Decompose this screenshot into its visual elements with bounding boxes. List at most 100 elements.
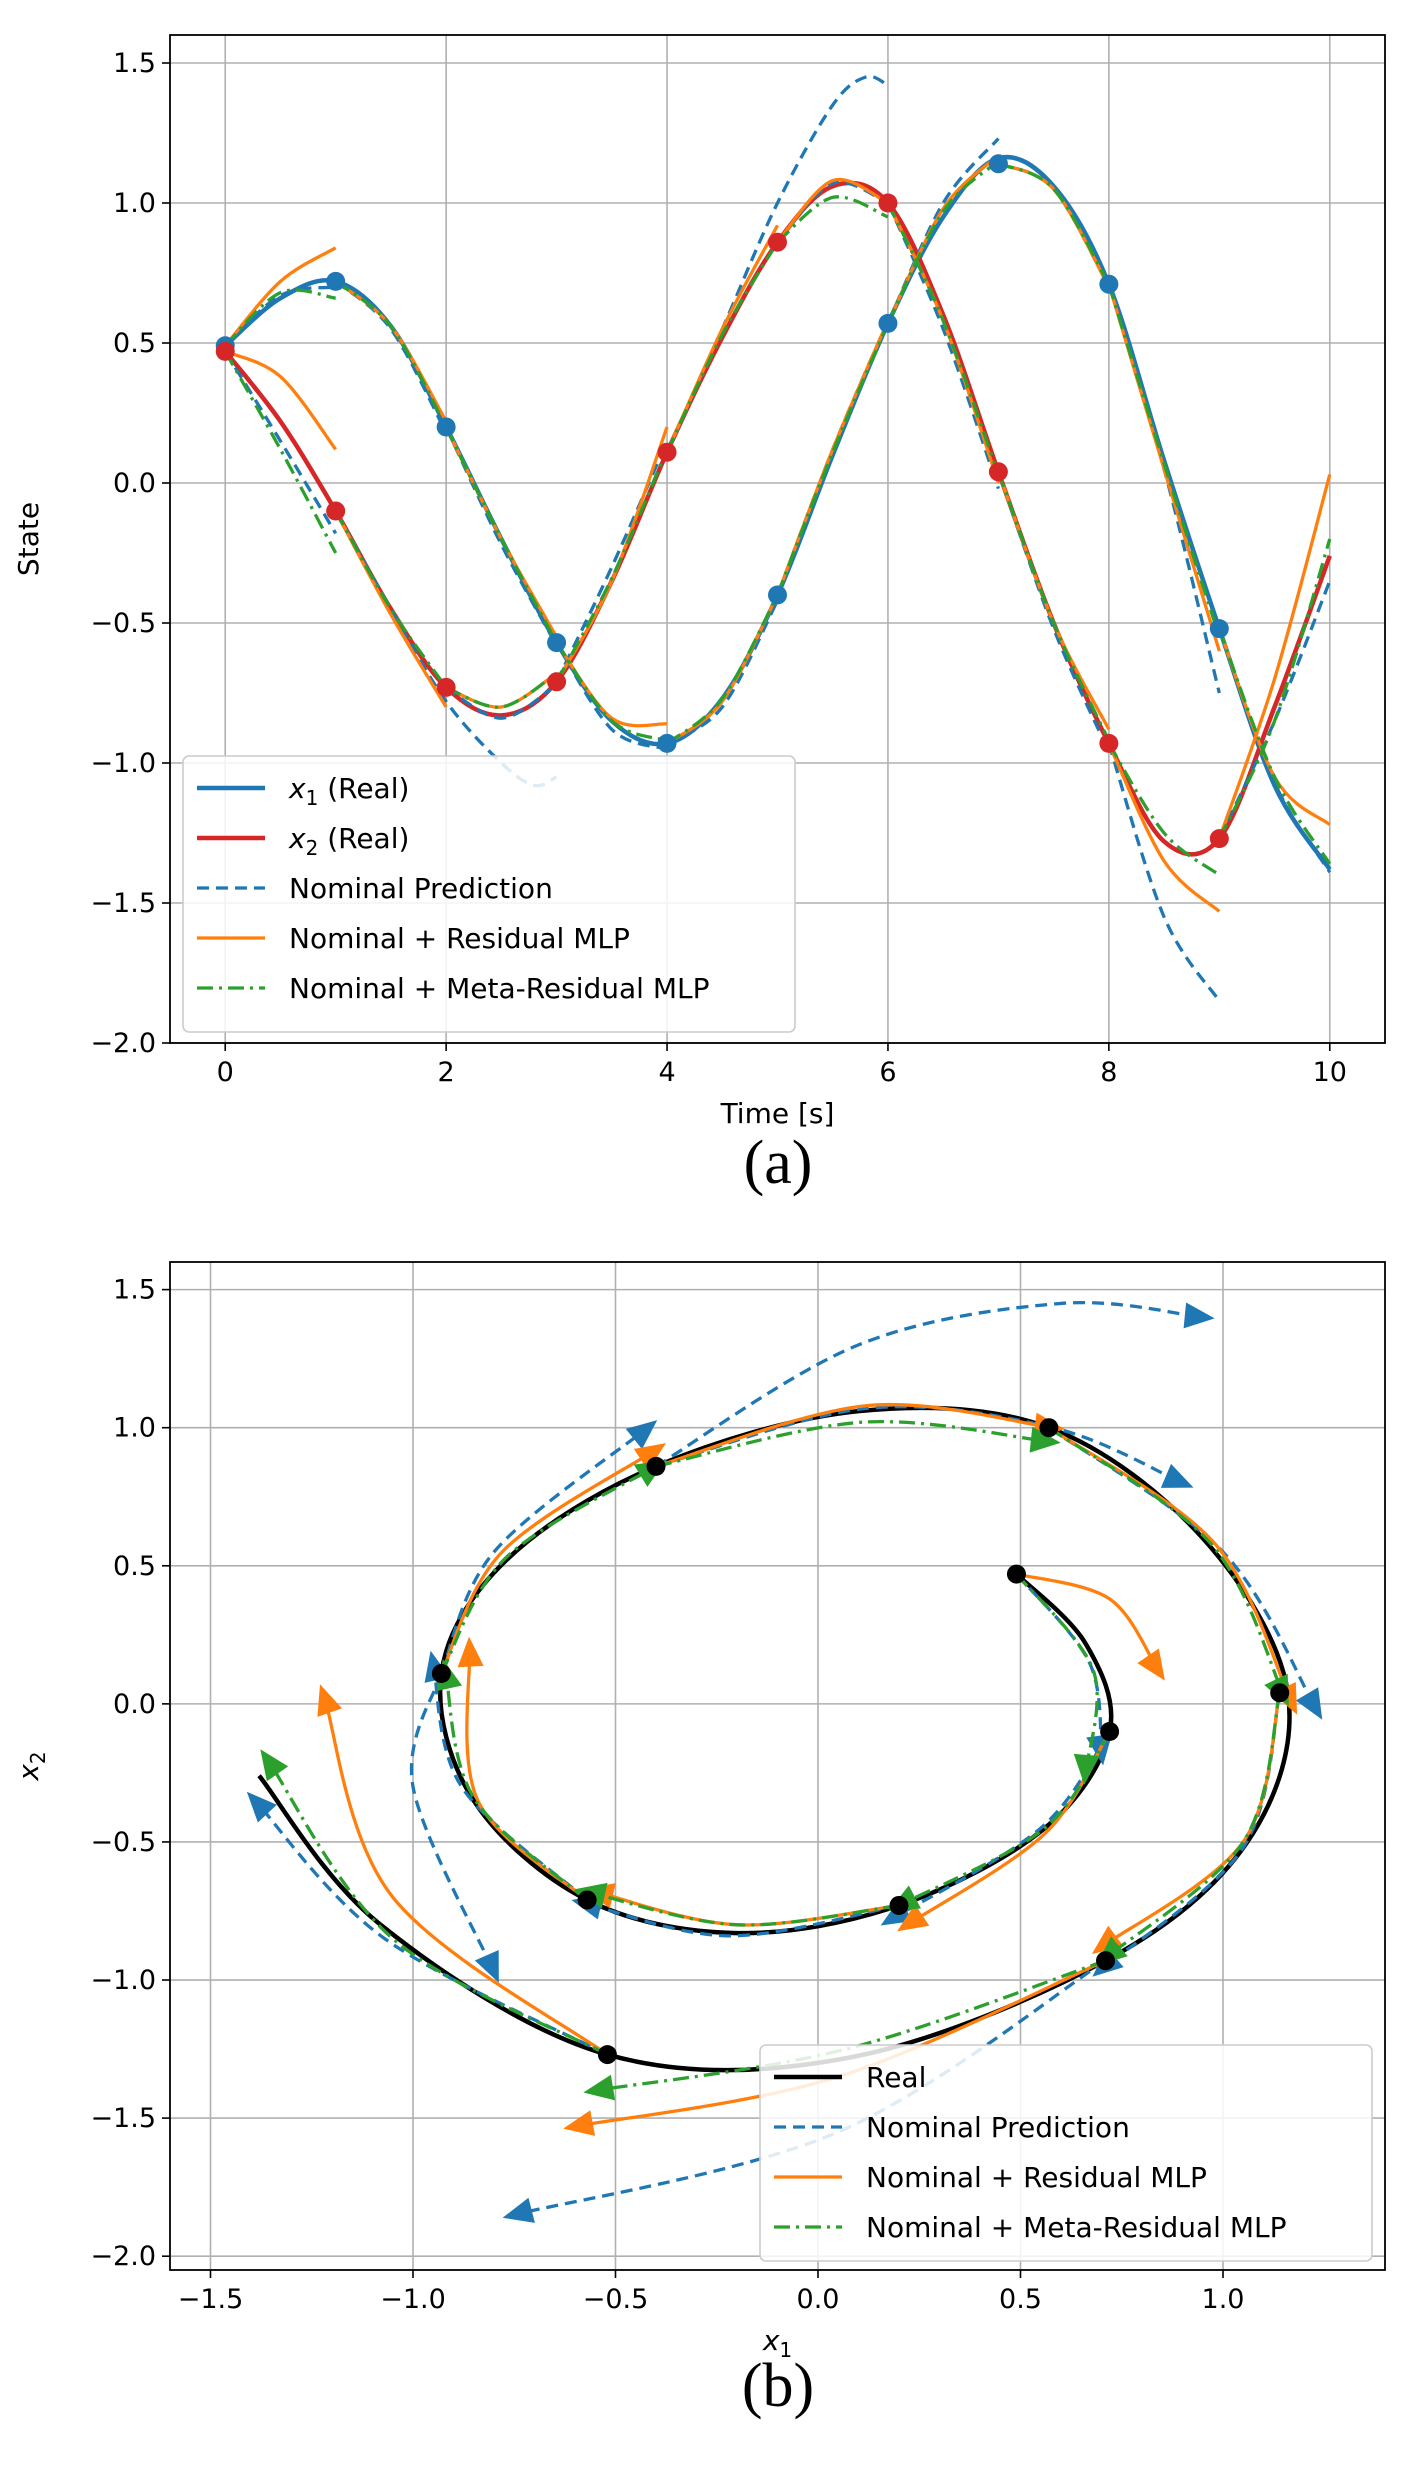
nominal-segment-13 [886,202,1000,490]
meta-segment-59 [1217,538,1332,840]
y-tick-label: 0.5 [113,1551,156,1582]
nominal-segment-17 [1107,742,1221,1002]
meta-segment-44 [444,426,559,644]
residual-segment-39 [1217,474,1332,840]
legend-label: Nominal + Meta-Residual MLP [866,2211,1287,2244]
residual-segment-20 [223,246,337,347]
y-tick-label: 1.5 [113,48,156,79]
meta-segment-26 [439,1464,657,1675]
data-point [878,193,898,213]
residual-segment-28 [666,594,779,745]
legend-label: x1 (Real) [288,772,409,810]
meta-segment-40 [224,288,336,347]
y-tick-label: −1.0 [90,1965,156,1996]
residual-arrow-16 [633,1443,666,1471]
nominal-segment-7 [1100,1692,1282,1971]
residual-segment-35 [996,471,1111,731]
meta-segment-41 [223,350,338,554]
meta-segment-45 [445,671,558,709]
meta-segment-42 [334,280,448,428]
data-point [597,2045,617,2065]
residual-arrow-21 [317,1684,343,1717]
residual-arrow-12 [1137,1648,1165,1681]
meta-segment-51 [776,195,889,244]
x-tick-label: 0 [217,1057,234,1088]
residual-segment-12 [1016,1572,1160,1672]
y-tick-label: −1.0 [90,748,156,779]
y-tick-label: −2.0 [90,1028,156,1059]
nominal-segment-8 [513,1959,1107,2217]
y-tick-label: 0.0 [113,468,156,499]
data-point [436,677,456,697]
legend: x1 (Real) x2 (Real) Nominal Prediction Nomi… [182,755,796,1033]
residual-arrow-20 [563,2110,596,2136]
series-line-1 [223,180,1332,857]
panel-b: −1.5 −1.0 −0.5 0.0 0.5 1.0 1.5 1.0 0.5 0.0 −0.5 −1.… [12,1261,1386,2420]
meta-segment-25 [443,1670,589,1902]
data-point [646,1456,666,1476]
meta-arrow-30 [583,2074,616,2101]
meta-segment-30 [594,1959,1107,2093]
nominal-segment-16 [1107,283,1221,694]
data-point [326,501,346,521]
nominal-arrow-6 [1295,1687,1323,1720]
meta-segment-24 [586,1890,900,1927]
x-tick-label: −0.5 [583,2284,649,2315]
meta-segment-48 [666,594,779,745]
meta-segment-57 [1107,742,1221,877]
residual-segment-31 [776,177,889,244]
data-point [988,154,1008,174]
nominal-segment-8 [666,599,779,745]
x-tick-label: 1.0 [1202,2284,1245,2315]
residual-segment-21 [322,1695,609,2056]
data-point [547,633,567,653]
y-tick-label: −1.5 [90,888,156,919]
nominal-arrow-5 [1160,1463,1194,1488]
x-tick-label: 0.0 [797,2284,840,2315]
axes-frame [169,1261,1386,2271]
nominal-segment-4 [439,1426,649,1675]
meta-segment-47 [555,448,669,683]
x-tick-label: 4 [658,1057,675,1088]
meta-segment-46 [555,641,668,743]
axes-frame [169,34,1386,1044]
nominal-segment-0 [1015,1573,1104,1754]
data-point [768,585,787,605]
nominal-segment-10 [655,1300,1203,1468]
residual-segment-27 [555,426,669,683]
meta-segment-43 [334,510,448,689]
legend-box [759,2044,1373,2262]
x-axis-label: x1 [762,2324,792,2362]
nominal-arrow-11 [474,1950,499,1983]
nominal-segment-0 [224,285,336,348]
meta-segment-55 [996,471,1111,742]
residual-segment-26 [555,641,668,728]
meta-segment-27 [655,1419,1050,1468]
residual-arrow-13 [897,1904,930,1932]
nominal-segment-2 [582,1901,900,1938]
meta-segment-50 [775,322,890,596]
y-tick-label: 0.5 [113,328,156,359]
data-point [1100,1721,1120,1741]
residual-arrow-15 [457,1636,484,1668]
legend: Real Nominal Prediction Nominal + Residual… [759,2044,1373,2262]
x-tick-label: 6 [879,1057,896,1088]
data-point [436,417,456,437]
residual-segment-23 [334,510,448,708]
data-point [326,271,346,291]
meta-arrow-31 [260,1749,289,1782]
x-tick-label: 2 [438,1057,455,1088]
nominal-arrow-8 [502,2197,535,2223]
meta-segment-53 [886,202,1000,476]
y-axis-label: x2 [12,1751,50,1781]
residual-segment-32 [886,154,1000,325]
nominal-segment-18 [1217,628,1332,874]
data-point [431,1663,451,1683]
residual-segment-37 [1107,742,1221,913]
plot-area [246,1300,1323,2223]
meta-arrow-27 [1029,1426,1061,1453]
x-tick-label: 0.5 [999,2284,1042,2315]
data-point [878,313,898,333]
meta-segment-58 [1217,628,1332,865]
